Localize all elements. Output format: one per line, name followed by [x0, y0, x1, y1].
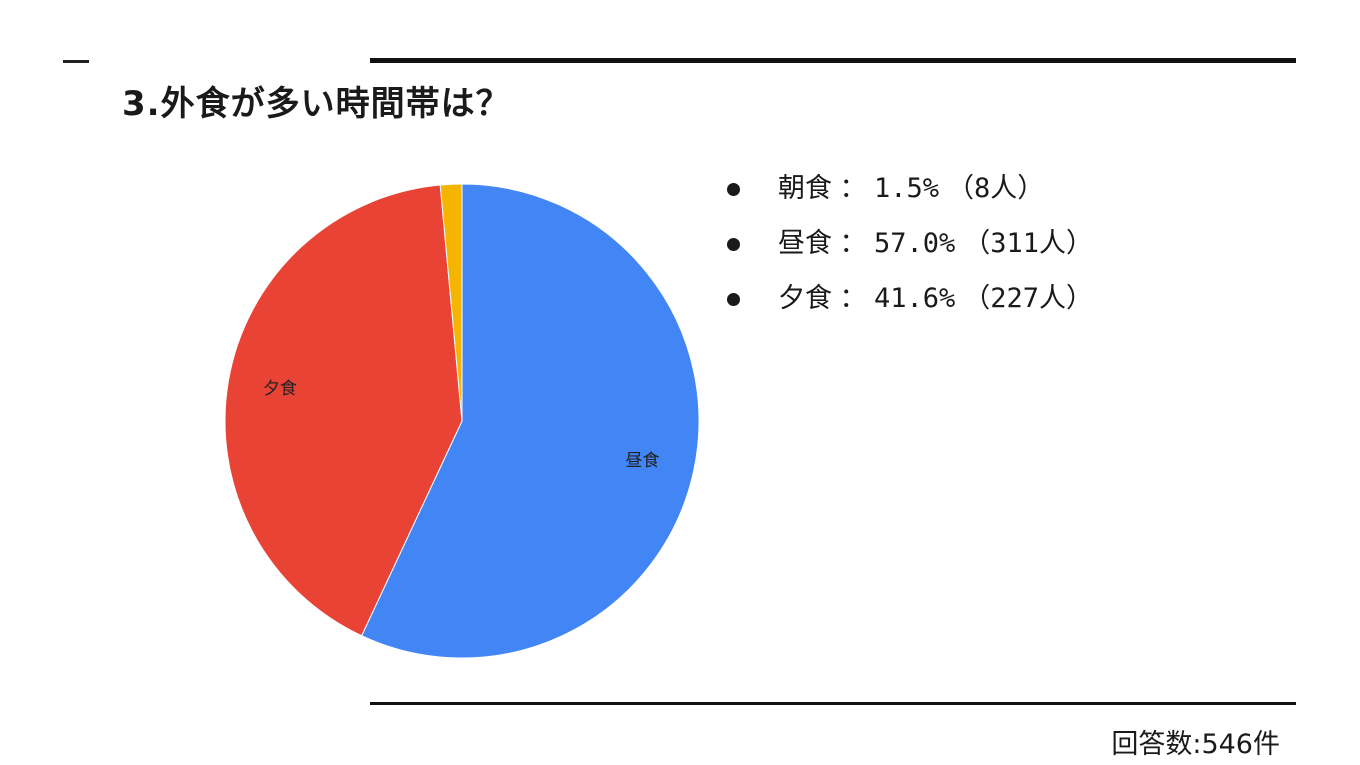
- legend-count: （311人）: [963, 228, 1094, 259]
- legend-separator: ：: [839, 283, 867, 314]
- pie-slice-夕食: [224, 184, 463, 637]
- legend-percentage: 1.5%: [874, 173, 940, 204]
- legend: 朝食： 1.5% （8人） 昼食： 57.0% （311人） 夕食： 41.6% （227人…: [720, 168, 1093, 333]
- chart-title: 3.外食が多い時間帯は？: [122, 84, 511, 124]
- slice-label-夕食: 夕食: [263, 379, 297, 399]
- bullet-icon: [727, 293, 740, 306]
- legend-item-breakfast: 朝食： 1.5% （8人）: [720, 168, 1093, 223]
- decorative-dash: [63, 60, 89, 63]
- pie-chart-svg: 昼食 夕食: [224, 183, 700, 659]
- legend-count: （8人）: [947, 173, 1045, 204]
- legend-percentage: 57.0%: [874, 228, 956, 259]
- pie-slice-朝食: [439, 183, 463, 422]
- response-count: 回答数:546件: [1111, 729, 1280, 760]
- pie-slice-昼食: [360, 183, 700, 659]
- top-divider: [370, 58, 1296, 63]
- legend-name: 朝食: [778, 173, 832, 204]
- pie-chart: 昼食 夕食: [200, 160, 720, 680]
- legend-name: 昼食: [778, 228, 832, 259]
- bullet-icon: [727, 238, 740, 251]
- legend-name: 夕食: [778, 283, 832, 314]
- legend-separator: ：: [839, 173, 867, 204]
- legend-percentage: 41.6%: [874, 283, 956, 314]
- bottom-divider: [370, 702, 1296, 705]
- legend-item-lunch: 昼食： 57.0% （311人）: [720, 223, 1093, 278]
- legend-item-dinner: 夕食： 41.6% （227人）: [720, 278, 1093, 333]
- legend-count: （227人）: [963, 283, 1094, 314]
- bullet-icon: [727, 183, 740, 196]
- slice-label-昼食: 昼食: [625, 451, 659, 471]
- legend-separator: ：: [839, 228, 867, 259]
